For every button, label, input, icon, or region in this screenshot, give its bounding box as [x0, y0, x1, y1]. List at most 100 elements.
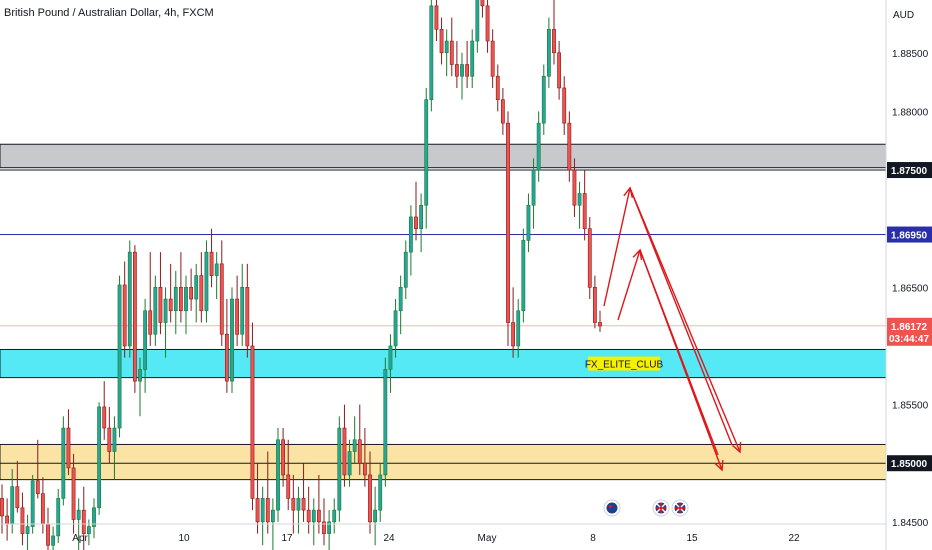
- candle-down: [500, 99, 505, 124]
- price-tag-blue: [887, 226, 932, 243]
- candle-down: [368, 474, 372, 523]
- candle-down: [148, 310, 153, 335]
- candle-down: [291, 498, 296, 511]
- candle-up: [230, 298, 234, 382]
- candle-down: [40, 493, 45, 525]
- candle-up: [424, 99, 429, 206]
- candle-down: [490, 40, 495, 77]
- candle-up: [541, 75, 546, 124]
- candle-up: [419, 204, 424, 229]
- arrowhead-down-2: [714, 459, 724, 472]
- x-tick-label: 10: [178, 533, 190, 544]
- candle-up: [311, 509, 316, 523]
- price-tag-label: 1.87500: [891, 166, 928, 177]
- candle-up: [143, 310, 148, 370]
- candle-down: [5, 515, 10, 525]
- candle-down: [506, 122, 510, 323]
- grey-resistance-zone: [0, 143, 887, 169]
- candle-up: [460, 64, 464, 77]
- candle-up: [112, 427, 117, 452]
- candle-up: [240, 287, 245, 335]
- candle-up: [25, 526, 30, 534]
- candle-up: [403, 251, 408, 288]
- candle-up: [383, 369, 388, 476]
- candle-up: [184, 287, 188, 312]
- y-tick-label: 1.86500: [892, 283, 929, 294]
- candle-down: [20, 507, 25, 534]
- candle-down: [107, 427, 112, 452]
- arrowhead-down-1: [732, 441, 742, 454]
- y-tick-label: 1.88000: [892, 107, 929, 118]
- annotation-label: FX_ELITE_CLUB: [585, 360, 664, 371]
- candle-down: [265, 498, 270, 523]
- candle-down: [449, 40, 454, 65]
- axis-unit-label: AUD: [893, 10, 914, 21]
- countdown-label: 03:44:47: [889, 334, 929, 345]
- chart-title: British Pound / Australian Dollar, 4h, F…: [4, 7, 214, 19]
- x-tick-label: 22: [788, 533, 800, 544]
- candle-down: [250, 345, 255, 499]
- projection-down-1-inner: [629, 187, 733, 446]
- candle-down: [35, 480, 40, 495]
- candle-up: [531, 169, 536, 206]
- candle-up: [516, 310, 521, 347]
- candle-down: [168, 298, 173, 312]
- candle-up: [475, 0, 480, 42]
- candle-down: [189, 287, 194, 300]
- candle-down: [281, 439, 286, 476]
- candle-down: [235, 298, 240, 335]
- candle-down: [592, 287, 597, 323]
- x-tick-label: 15: [686, 533, 698, 544]
- candle-up: [373, 509, 378, 523]
- candle-down: [414, 216, 418, 229]
- candle-down: [587, 228, 592, 288]
- candle-down: [66, 427, 71, 469]
- candle-down: [286, 474, 291, 499]
- candle-up: [86, 526, 91, 534]
- y-tick-label: 1.88500: [892, 49, 929, 60]
- candle-down: [342, 427, 347, 476]
- candle-down: [301, 498, 306, 511]
- annotation-box: [588, 356, 660, 371]
- y-tick-label: 1.84500: [892, 518, 929, 529]
- candle-down: [306, 509, 311, 523]
- candle-up: [10, 486, 15, 525]
- candle-down: [465, 64, 470, 77]
- candle-up: [127, 251, 132, 347]
- candle-up: [429, 5, 434, 100]
- candle-up: [378, 474, 383, 511]
- candle-up: [276, 439, 280, 511]
- candle-down: [598, 322, 602, 327]
- x-tick-label: 24: [383, 533, 395, 544]
- candle-up: [327, 521, 332, 534]
- candle-up: [546, 29, 551, 77]
- candle-up: [76, 509, 81, 520]
- candle-up: [521, 240, 526, 312]
- candle-down: [178, 287, 183, 312]
- candle-down: [485, 5, 490, 42]
- candle-up: [51, 535, 56, 546]
- projection-up-2: [617, 249, 641, 321]
- candle-down: [316, 509, 321, 523]
- candle-down: [495, 75, 500, 100]
- projection-down-2-inner: [639, 249, 719, 456]
- candle-up: [536, 122, 541, 171]
- candle-up: [56, 498, 61, 537]
- candle-down: [454, 64, 459, 77]
- candle-up: [163, 298, 168, 323]
- candle-down: [572, 169, 577, 206]
- candle-up: [204, 251, 209, 312]
- candle-down: [480, 0, 485, 7]
- candle-up: [444, 40, 449, 54]
- candle-up: [470, 40, 475, 77]
- x-tick-label: Apr: [72, 533, 88, 544]
- flag-detail: [608, 504, 613, 509]
- candle-up: [260, 498, 265, 523]
- flag-fill: [606, 502, 618, 514]
- candle-down: [0, 498, 4, 517]
- candle-up: [30, 480, 35, 527]
- price-tag-label: 1.85000: [891, 459, 928, 470]
- candle-up: [393, 310, 398, 347]
